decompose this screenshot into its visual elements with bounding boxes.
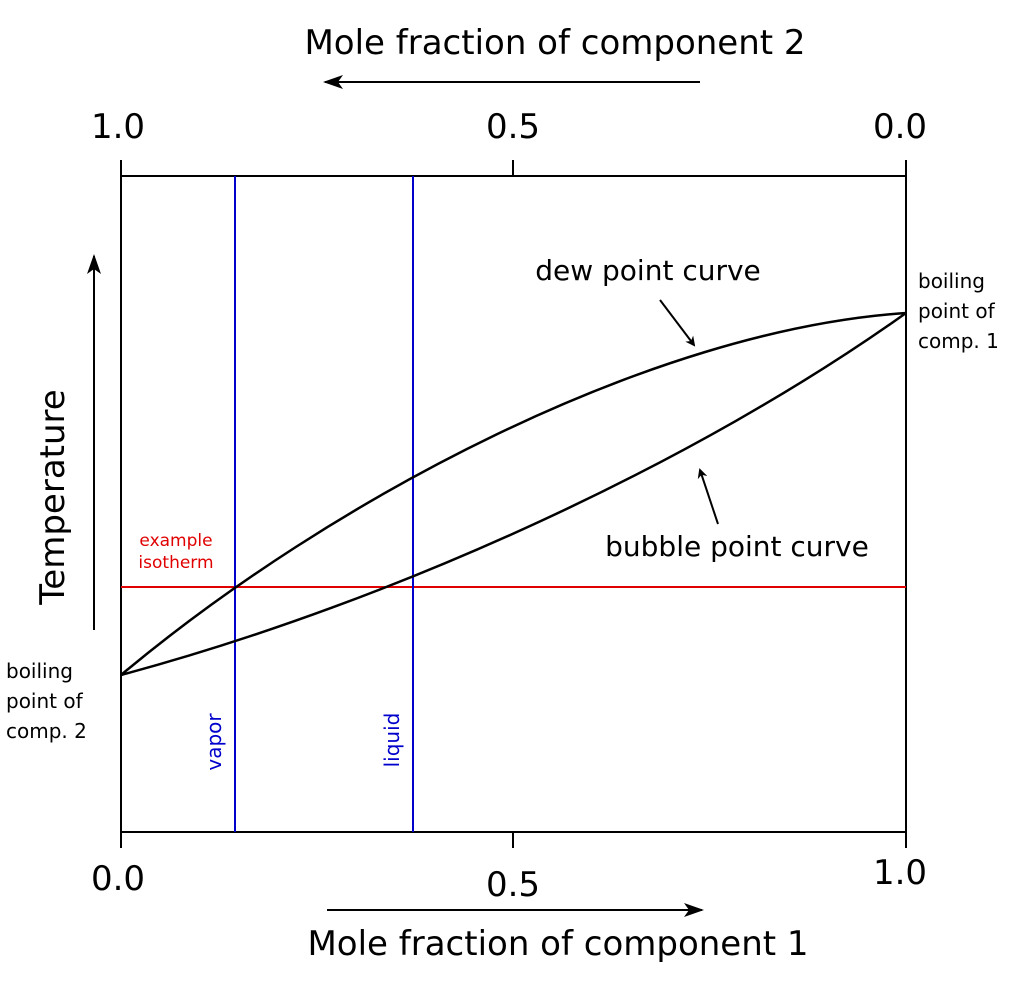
bottom-tick-label: 0.5	[486, 865, 540, 905]
plot-frame	[120, 175, 907, 833]
isotherm-label-1: example	[139, 531, 212, 551]
top-axis-title: Mole fraction of component 2	[304, 23, 805, 63]
dew-point-curve	[120, 311, 907, 676]
y-axis-title: Temperature	[33, 389, 73, 605]
bubble-label: bubble point curve	[605, 530, 869, 563]
bubble-arrow	[697, 468, 719, 525]
top-tick-label: 0.0	[873, 107, 927, 147]
vapor-label: vapor	[202, 713, 226, 771]
top-tick-label: 1.0	[91, 107, 145, 147]
bottom-tick-label: 0.0	[91, 859, 145, 899]
bp2-label-3: comp. 2	[6, 719, 87, 743]
bp1-label-3: comp. 1	[918, 329, 999, 353]
bp2-label-2: point of	[6, 689, 84, 713]
dew-label: dew point curve	[535, 254, 761, 287]
bp2-label-1: boiling	[6, 659, 73, 683]
bp1-label-1: boiling	[918, 269, 985, 293]
bottom-tick-label: 1.0	[873, 853, 927, 893]
dew-arrow	[659, 299, 696, 347]
bottom-axis-title: Mole fraction of component 1	[307, 924, 808, 964]
bubble-point-curve	[120, 311, 907, 677]
bp1-label-2: point of	[918, 299, 996, 323]
isotherm-label-2: isotherm	[138, 553, 213, 573]
liquid-label: liquid	[380, 713, 404, 768]
top-tick-label: 0.5	[486, 107, 540, 147]
ticks	[120, 160, 907, 848]
